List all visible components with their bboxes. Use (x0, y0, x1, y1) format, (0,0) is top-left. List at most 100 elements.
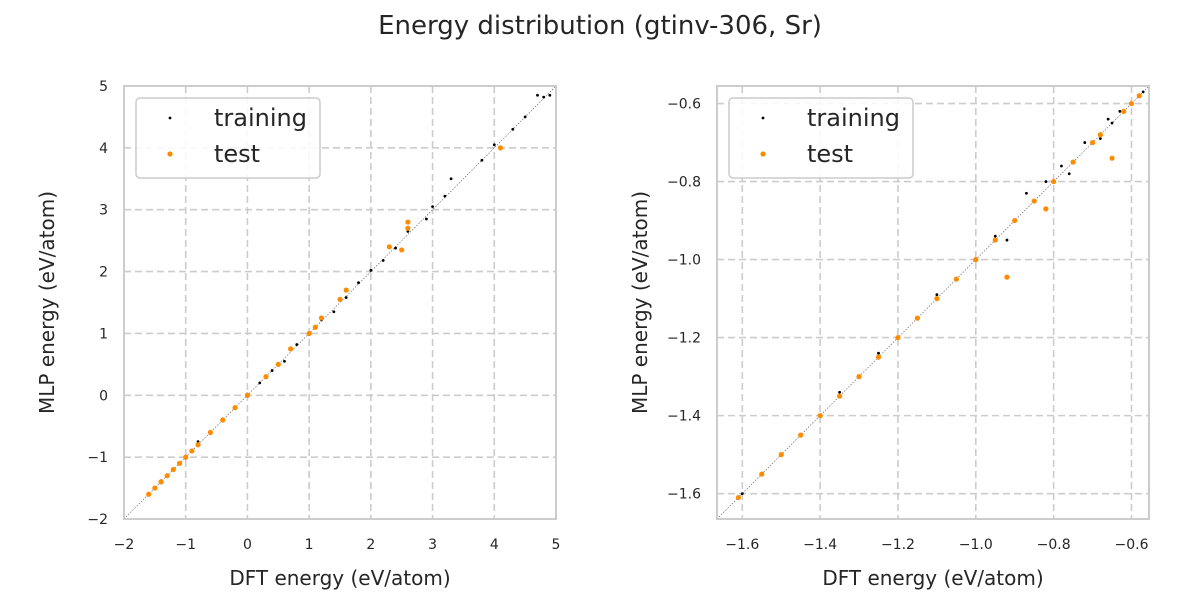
training-point (1060, 164, 1063, 168)
test-point (1043, 206, 1049, 212)
test-point (152, 485, 158, 491)
training-point (740, 492, 744, 496)
test-point (798, 432, 804, 438)
axes-frame (716, 85, 1150, 520)
training-point (369, 268, 373, 272)
legend-box (728, 97, 914, 179)
test-point (914, 315, 921, 321)
legend-label-training: training (807, 104, 900, 132)
training-point (431, 205, 434, 209)
training-point (1141, 90, 1145, 94)
y-tick-label: −1.2 (667, 331, 701, 347)
legend: training test (135, 97, 321, 179)
test-point (232, 405, 238, 411)
axes-frame (123, 85, 557, 520)
test-point (164, 473, 170, 479)
test-point (1097, 132, 1103, 138)
x-tick-label: −1.2 (881, 537, 915, 553)
training-point (480, 158, 484, 162)
test-point (306, 330, 312, 337)
training-point (443, 194, 447, 198)
training-point (523, 115, 527, 119)
test-point (992, 237, 998, 243)
test-point (1109, 155, 1115, 161)
test-point (146, 491, 152, 497)
legend-box (135, 97, 321, 179)
test-point (405, 219, 411, 225)
test-point (158, 479, 164, 485)
test-point (759, 471, 765, 477)
x-tick-label: −1.4 (803, 537, 837, 553)
y-tick-label: 0 (99, 388, 108, 404)
test-point (1136, 93, 1142, 99)
test-point (1128, 100, 1135, 107)
x-tick-label: 2 (366, 537, 375, 553)
training-point (332, 310, 336, 314)
training-point (394, 246, 397, 250)
training-point (511, 127, 515, 131)
test-point (312, 324, 318, 330)
y-axis-label: MLP energy (eV/atom) (35, 191, 59, 414)
y-tick-label: −0.6 (667, 97, 701, 113)
training-point (838, 390, 841, 394)
training-point (542, 95, 546, 99)
test-point (207, 429, 213, 435)
training-point (425, 217, 428, 221)
test-point (1031, 198, 1037, 204)
x-tick-label: 0 (243, 537, 252, 553)
x-tick-label: −1.0 (959, 537, 993, 553)
legend-marker-test (167, 151, 173, 157)
training-point (1118, 109, 1122, 113)
test-point (176, 460, 183, 466)
test-point (778, 452, 784, 458)
test-point (836, 393, 843, 399)
training-point (357, 281, 360, 285)
training-point (1083, 141, 1087, 144)
training-point (344, 296, 348, 299)
test-point (189, 448, 195, 454)
training-point (1098, 137, 1102, 141)
x-tick-label: −0.6 (1114, 537, 1148, 553)
test-point (244, 392, 251, 398)
test-point (973, 256, 979, 263)
x-tick-label: −0.8 (1037, 537, 1071, 553)
test-point (220, 417, 226, 423)
test-point (386, 244, 392, 250)
test-point (195, 442, 201, 448)
test-point (934, 295, 940, 302)
test-point (1121, 108, 1127, 114)
test-point (817, 413, 823, 419)
training-point (993, 234, 997, 238)
training-point (270, 369, 274, 372)
test-point (875, 354, 882, 360)
y-tick-label: −1 (87, 450, 108, 466)
training-point (492, 143, 496, 147)
training-point (1067, 172, 1071, 176)
legend-marker-test (760, 151, 766, 157)
training-point (295, 343, 299, 346)
test-point (405, 225, 411, 231)
training-point (536, 93, 539, 97)
training-point (935, 293, 939, 297)
test-point (1012, 217, 1018, 224)
test-point (953, 276, 959, 282)
test-point (318, 315, 325, 321)
y-tick-label: −1.4 (667, 409, 701, 425)
training-point (283, 359, 286, 363)
y-tick-label: 1 (99, 326, 108, 342)
training-point (381, 259, 385, 262)
training-point (258, 381, 262, 385)
test-point (343, 287, 349, 293)
x-tick-label: 5 (552, 537, 561, 553)
y-axis-label: MLP energy (eV/atom) (628, 191, 652, 414)
y-tick-label: −0.8 (667, 175, 701, 191)
y-tick-label: 5 (99, 79, 108, 95)
test-point (895, 335, 901, 341)
y-tick-label: 2 (99, 265, 108, 281)
figure-title: Energy distribution (gtinv-306, Sr) (378, 11, 822, 41)
test-point (183, 454, 189, 460)
x-axis-label: DFT energy (eV/atom) (822, 566, 1043, 590)
test-point (1089, 139, 1096, 146)
y-tick-label: −1.0 (667, 253, 701, 269)
